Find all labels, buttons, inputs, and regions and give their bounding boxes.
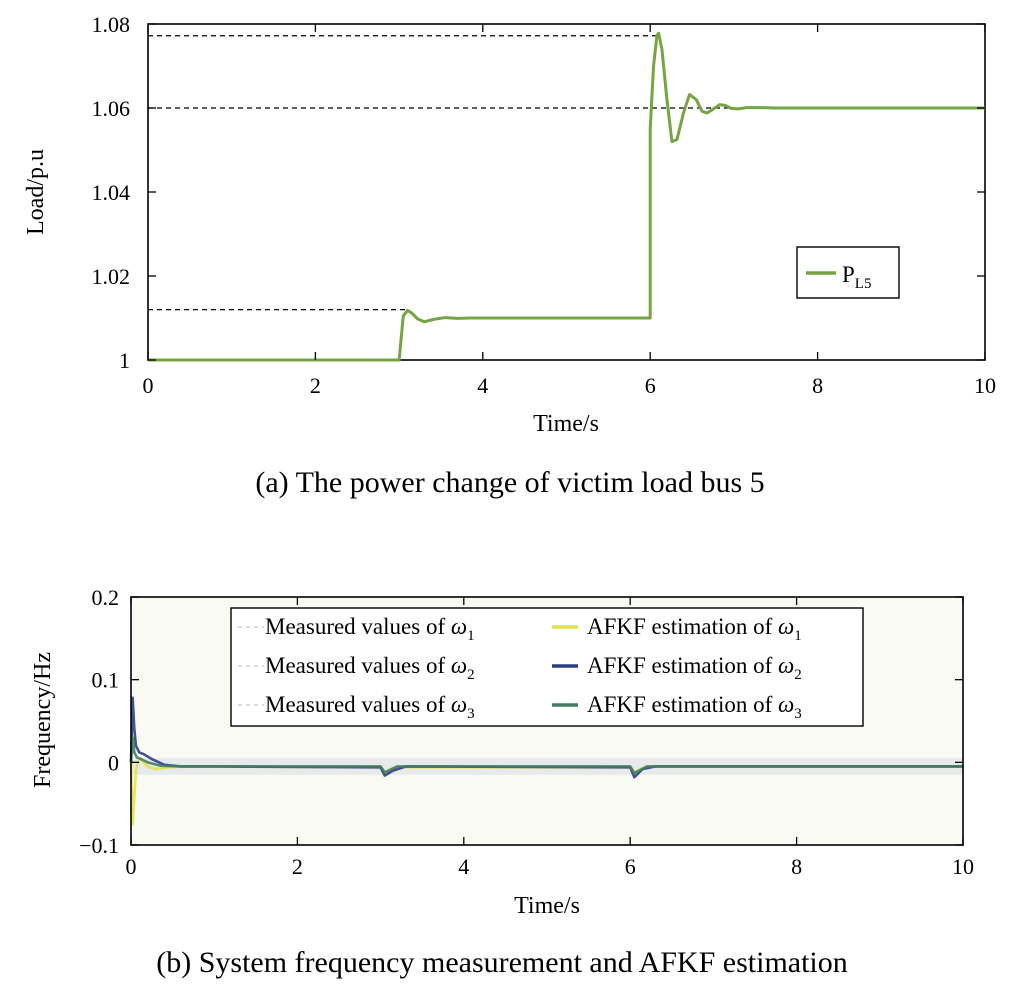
- x-tick-label: 2: [310, 373, 321, 398]
- y-tick-label: 0.2: [92, 585, 120, 610]
- x-tick-label: 4: [458, 854, 469, 879]
- chart-a-reference-lines: [148, 35, 734, 311]
- legend-entry-3: Measured values of ω2: [265, 653, 475, 683]
- chart-a-x-ticks: 0 2 4 6 8 10: [143, 24, 996, 398]
- x-tick-label: 8: [812, 373, 823, 398]
- legend-entry-prefix: AFKF estimation of: [587, 653, 778, 678]
- x-tick-label: 0: [143, 373, 154, 398]
- chart-b: 0 2 4 6 8 10 −0.100.10.2 Time/s Frequency/Hz …: [30, 585, 974, 979]
- legend-entry-4: AFKF estimation of ω2: [587, 653, 802, 683]
- legend-entry-subscript: 1: [467, 628, 475, 644]
- x-tick-label: 6: [645, 373, 656, 398]
- legend-entry-1: Measured values of ω1: [265, 614, 475, 644]
- x-tick-label: 10: [974, 373, 996, 398]
- legend-entry-prefix: Measured values of: [265, 653, 451, 678]
- chart-b-y-axis-label: Frequency/Hz: [30, 652, 56, 788]
- chart-a-legend-sub: L5: [855, 276, 872, 292]
- x-tick-label: 2: [292, 854, 303, 879]
- legend-entry-prefix: AFKF estimation of: [587, 692, 778, 717]
- chart-b-series-layer: [129, 696, 963, 826]
- legend-entry-symbol: ω: [778, 614, 794, 639]
- chart-b-x-ticks: 0 2 4 6 8 10: [126, 597, 974, 879]
- legend-entry-5: Measured values of ω3: [265, 692, 475, 722]
- chart-a-y-axis-label: Load/p.u: [23, 149, 49, 235]
- legend-entry-prefix: AFKF estimation of: [587, 614, 778, 639]
- chart-b-legend-box: [230, 607, 864, 727]
- y-tick-label: 1.06: [92, 96, 131, 121]
- x-tick-label: 6: [625, 854, 636, 879]
- chart-a-legend-main: P: [842, 262, 855, 287]
- legend-entry-subscript: 2: [794, 667, 802, 683]
- x-tick-label: 0: [126, 854, 137, 879]
- y-tick-label: 0: [108, 750, 119, 775]
- y-tick-label: 0.1: [92, 668, 120, 693]
- legend-entry-subscript: 2: [467, 667, 475, 683]
- legend-entry-symbol: ω: [451, 653, 467, 678]
- legend-entry-subscript: 3: [467, 706, 475, 722]
- x-tick-label: 8: [791, 854, 802, 879]
- chart-b-legend: Measured values of ω1 AFKF estimation of …: [230, 607, 864, 727]
- x-tick-label: 4: [477, 373, 488, 398]
- chart-a-legend: PL5: [796, 246, 900, 299]
- legend-entry-subscript: 1: [794, 628, 802, 644]
- series-line-afkf-omega-3: [129, 736, 963, 775]
- legend-entry-2: AFKF estimation of ω1: [587, 614, 802, 644]
- chart-b-y-ticks: −0.1 0 0.1 0.2: [79, 585, 963, 858]
- chart-a: 0 2 4 6 8 10 1 1.02 1.04 1.06 1.08 Time/s Load/p.…: [23, 12, 996, 499]
- y-tick-label: −0.1: [79, 833, 119, 858]
- chart-b-caption: (b) System frequency measurement and AFK…: [156, 946, 848, 979]
- series-line-p-l5: [148, 31, 985, 362]
- chart-a-y-ticks: 1 1.02 1.04 1.06 1.08: [92, 12, 985, 373]
- legend-entry-prefix: Measured values of: [265, 692, 451, 717]
- chart-a-series-layer: [148, 31, 985, 362]
- y-tick-label: 1.08: [92, 12, 131, 37]
- chart-b-plot-frame: [130, 596, 964, 846]
- legend-entry-symbol: ω: [451, 614, 467, 639]
- legend-entry-symbol: ω: [778, 653, 794, 678]
- chart-a-plot-frame: [147, 23, 986, 361]
- x-tick-label: 10: [952, 854, 974, 879]
- y-tick-label: 1.02: [92, 264, 131, 289]
- legend-entry-symbol: ω: [778, 692, 794, 717]
- legend-entry-prefix: Measured values of: [265, 614, 451, 639]
- chart-a-caption: (a) The power change of victim load bus …: [255, 466, 764, 499]
- chart-a-x-axis-label: Time/s: [533, 411, 599, 437]
- legend-entry-subscript: 3: [794, 706, 802, 722]
- y-tick-label: 1.04: [92, 180, 131, 205]
- legend-entry-symbol: ω: [451, 692, 467, 717]
- chart-a-legend-label: PL5: [842, 262, 871, 292]
- legend-entry-6: AFKF estimation of ω3: [587, 692, 802, 722]
- y-tick-label: 1: [119, 348, 130, 373]
- chart-b-x-axis-label: Time/s: [514, 893, 580, 919]
